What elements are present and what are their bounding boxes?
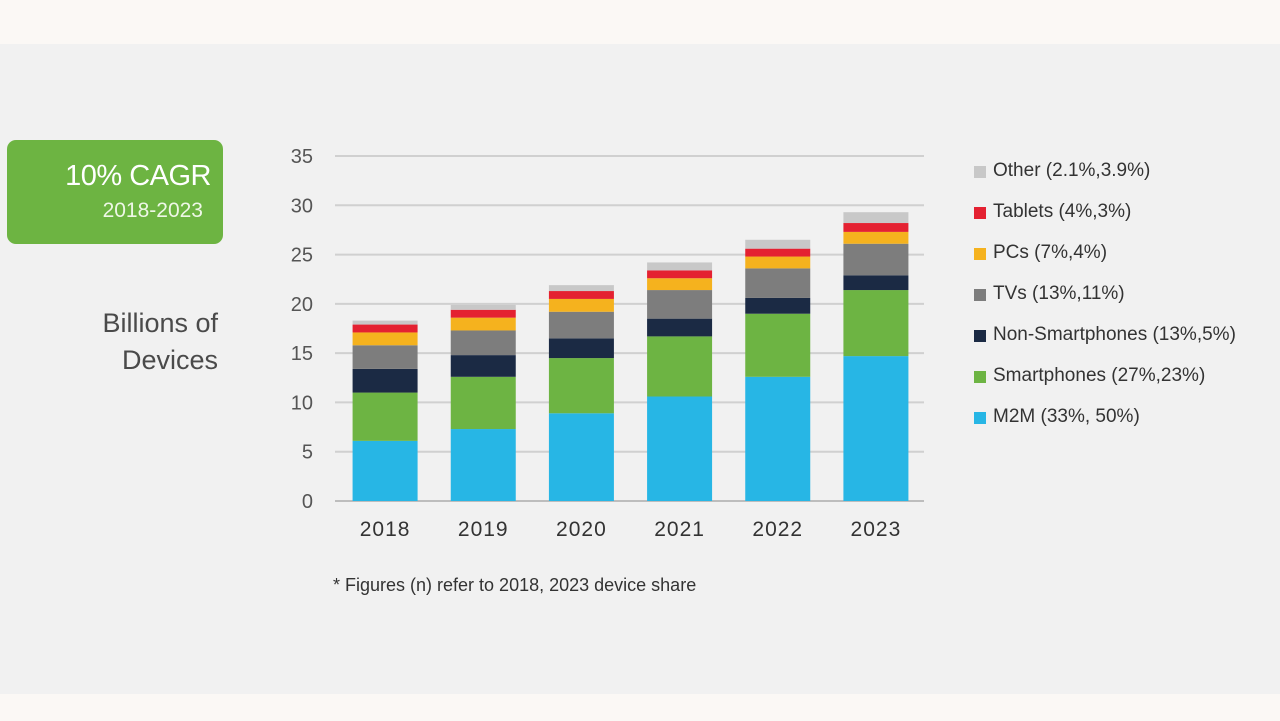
footnote: * Figures (n) refer to 2018, 2023 device… xyxy=(333,575,697,595)
bar-segment-2022-0 xyxy=(745,376,811,501)
legend-label: M2M (33%, 50%) xyxy=(993,406,1140,427)
bar-segment-2018-4 xyxy=(352,332,418,346)
y-tick-label: 35 xyxy=(291,146,313,168)
cagr-title: 10% CAGR xyxy=(65,160,211,192)
legend-item: TVs (13%,11%) xyxy=(974,281,1274,322)
bar-segment-2019-1 xyxy=(450,376,516,430)
x-tick-label-2020: 2020 xyxy=(556,518,607,541)
bar-segment-2023-6 xyxy=(843,212,909,224)
bar-segment-2023-1 xyxy=(843,290,909,357)
legend-label: Other (2.1%,3.9%) xyxy=(993,160,1151,181)
bar-segment-2019-3 xyxy=(450,330,516,356)
bar-segment-2019-6 xyxy=(450,304,516,310)
legend-label: Smartphones (27%,23%) xyxy=(993,365,1206,386)
bar-segment-2020-4 xyxy=(548,298,614,312)
legend-label: TVs (13%,11%) xyxy=(993,283,1125,304)
cagr-period: 2018-2023 xyxy=(102,199,203,222)
legend-label: PCs (7%,4%) xyxy=(993,242,1108,263)
x-tick-label-2021: 2021 xyxy=(654,518,705,541)
legend-item: PCs (7%,4%) xyxy=(974,240,1274,281)
x-tick-label-2023: 2023 xyxy=(851,518,902,541)
y-tick-label: 20 xyxy=(291,294,313,316)
bar-segment-2023-2 xyxy=(843,275,909,291)
bar-segment-2019-2 xyxy=(450,355,516,377)
bar-segment-2023-5 xyxy=(843,223,909,232)
bar-segment-2021-0 xyxy=(647,396,713,501)
bar-segment-2020-2 xyxy=(548,338,614,359)
x-tick-label-2018: 2018 xyxy=(360,518,411,541)
legend-swatch xyxy=(974,248,986,260)
legend-swatch xyxy=(974,207,986,219)
legend-item: Smartphones (27%,23%) xyxy=(974,363,1274,404)
y-tick-label: 10 xyxy=(291,392,313,414)
bar-segment-2022-1 xyxy=(745,313,811,377)
legend-label: Tablets (4%,3%) xyxy=(993,201,1132,222)
bar-segment-2019-4 xyxy=(450,317,516,331)
bar-segment-2020-0 xyxy=(548,413,614,501)
legend-swatch xyxy=(974,412,986,424)
bar-segment-2022-3 xyxy=(745,268,811,298)
chart-legend: Other (2.1%,3.9%) Tablets (4%,3%) PCs (7%,… xyxy=(974,158,1274,445)
bar-segment-2023-0 xyxy=(843,356,909,501)
x-tick-label-2019: 2019 xyxy=(458,518,509,541)
y-tick-label: 30 xyxy=(291,195,313,217)
legend-item: Other (2.1%,3.9%) xyxy=(974,158,1274,199)
bar-segment-2018-5 xyxy=(352,324,418,333)
legend-swatch xyxy=(974,289,986,301)
bar-segment-2018-1 xyxy=(352,392,418,441)
legend-swatch xyxy=(974,166,986,178)
bar-segment-2018-0 xyxy=(352,440,418,501)
bar-segment-2019-0 xyxy=(450,429,516,501)
legend-item: Tablets (4%,3%) xyxy=(974,199,1274,240)
legend-item: M2M (33%, 50%) xyxy=(974,404,1274,445)
bar-segment-2023-4 xyxy=(843,231,909,244)
bar-segment-2023-3 xyxy=(843,243,909,276)
y-tick-label: 5 xyxy=(302,442,313,464)
y-tick-label: 15 xyxy=(291,343,313,365)
legend-item: Non-Smartphones (13%,5%) xyxy=(974,322,1274,363)
bar-segment-2020-3 xyxy=(548,311,614,339)
cagr-badge: 10% CAGR 2018-2023 xyxy=(7,140,223,244)
bar-segment-2021-4 xyxy=(647,278,713,291)
bar-segment-2019-5 xyxy=(450,309,516,318)
x-tick-label-2022: 2022 xyxy=(752,518,803,541)
y-axis-label-line-2: Devices xyxy=(121,345,218,375)
bar-segment-2020-6 xyxy=(548,285,614,292)
bar-segment-2021-2 xyxy=(647,318,713,337)
bar-segment-2020-1 xyxy=(548,358,614,414)
bar-segment-2018-2 xyxy=(352,368,418,393)
y-tick-label: 25 xyxy=(291,245,313,267)
bar-segment-2021-5 xyxy=(647,270,713,279)
legend-swatch xyxy=(974,330,986,342)
y-axis-label: Billions of Devices xyxy=(40,305,218,379)
y-tick-label: 0 xyxy=(302,491,313,513)
bar-segment-2021-6 xyxy=(647,262,713,271)
bar-segment-2022-6 xyxy=(745,239,811,249)
bar-segment-2018-3 xyxy=(352,345,418,369)
bar-segment-2018-6 xyxy=(352,320,418,325)
bar-segment-2020-5 xyxy=(548,291,614,299)
legend-label: Non-Smartphones (13%,5%) xyxy=(993,324,1236,345)
bar-segment-2021-1 xyxy=(647,336,713,397)
bar-segment-2022-4 xyxy=(745,256,811,269)
legend-swatch xyxy=(974,371,986,383)
bar-segment-2021-3 xyxy=(647,290,713,319)
y-axis-label-line-1: Billions of xyxy=(102,308,218,338)
bar-segment-2022-2 xyxy=(745,297,811,314)
bar-segment-2022-5 xyxy=(745,248,811,257)
